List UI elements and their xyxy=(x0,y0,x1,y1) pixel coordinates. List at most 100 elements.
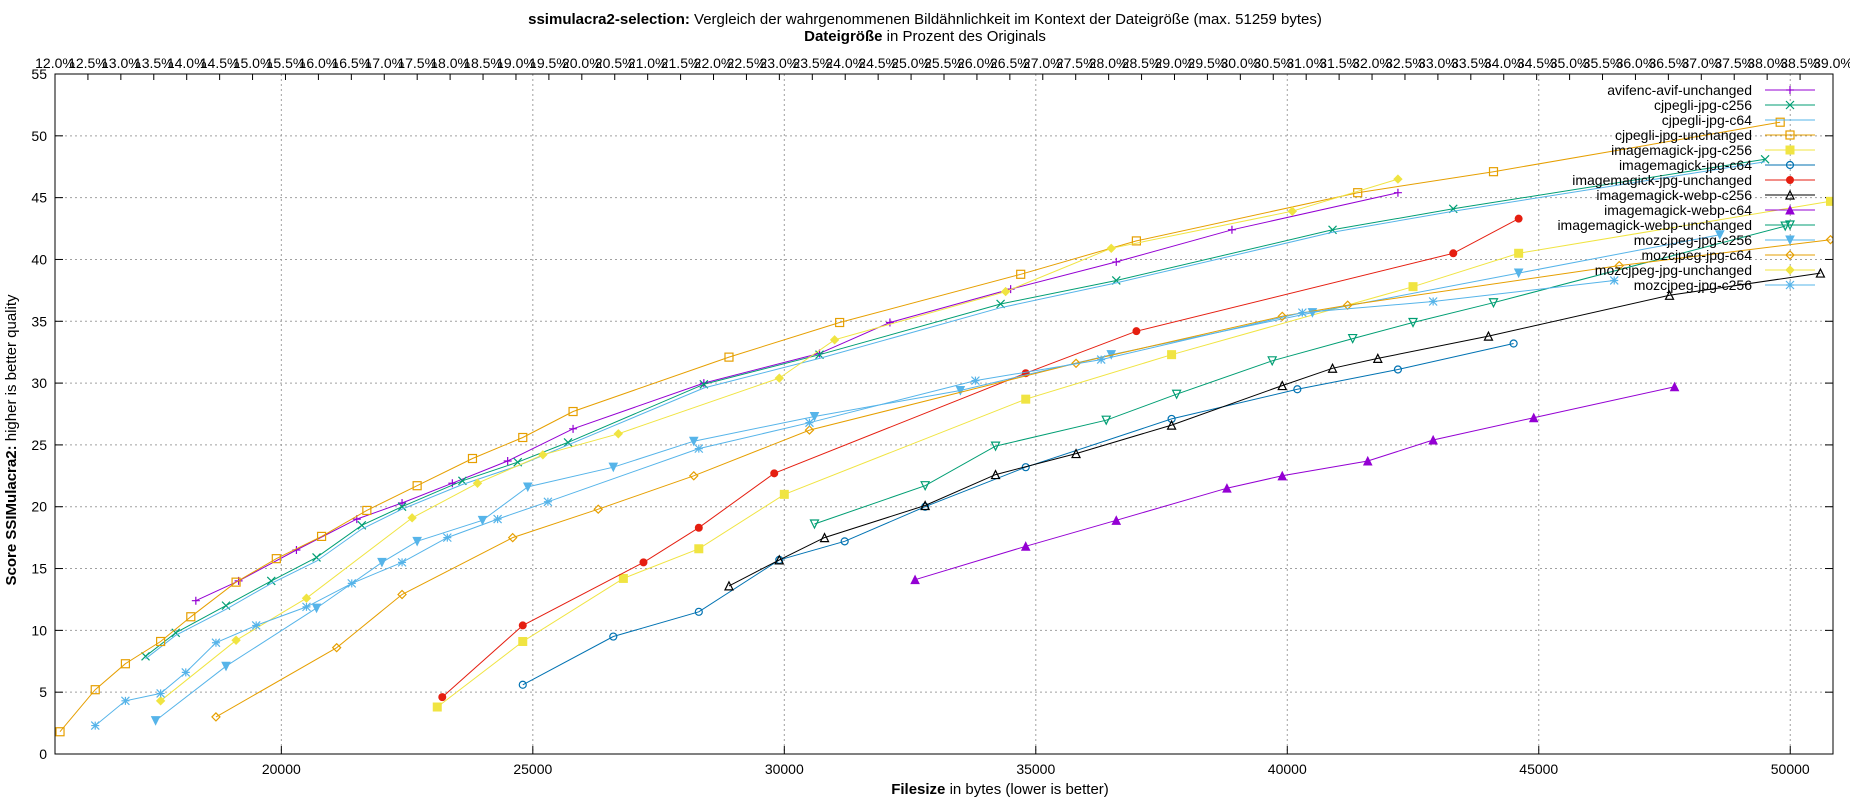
x2-tick-label: 23.5% xyxy=(792,55,832,71)
data-point xyxy=(1786,176,1794,184)
data-point xyxy=(221,601,231,611)
data-point xyxy=(1021,394,1031,404)
data-point xyxy=(503,456,512,465)
data-point xyxy=(1096,355,1106,365)
y-axis-ticks: 0 5 10 15 20 25 30 35 40 45 50 55 xyxy=(31,66,1833,762)
x-tick-label: 50000 xyxy=(1771,761,1810,777)
data-point xyxy=(688,436,699,447)
y-tick-label: 25 xyxy=(31,437,47,453)
data-point xyxy=(1514,248,1524,258)
y-tick-label: 55 xyxy=(31,66,47,82)
data-point xyxy=(1428,297,1438,306)
data-point xyxy=(1297,308,1307,318)
x2-tick-label: 14.5% xyxy=(200,55,240,71)
data-point xyxy=(1071,358,1081,369)
x2-tick-label: 35.5% xyxy=(1583,55,1623,71)
data-point xyxy=(211,712,221,722)
data-point xyxy=(1393,174,1403,184)
data-point xyxy=(493,514,503,524)
x2-tick-label: 17.0% xyxy=(364,55,404,71)
data-point xyxy=(347,578,357,588)
x2-tick-label: 27.5% xyxy=(1056,55,1096,71)
series-mozcjpeg-jpg-unchanged xyxy=(155,174,1403,706)
data-point xyxy=(971,376,980,386)
data-point xyxy=(1327,362,1338,373)
series-line xyxy=(195,192,1399,602)
data-point xyxy=(1780,221,1791,232)
data-point xyxy=(397,502,407,512)
data-point xyxy=(398,499,407,508)
data-point xyxy=(1166,419,1177,430)
data-point xyxy=(1277,311,1288,322)
data-point xyxy=(1111,515,1122,525)
data-point xyxy=(618,573,628,583)
x2-tick-label: 26.0% xyxy=(957,55,997,71)
x2-tick-label: 38.0% xyxy=(1747,55,1787,71)
series-line xyxy=(155,234,1720,721)
data-point xyxy=(1112,257,1121,266)
data-point xyxy=(181,667,191,677)
y-axis-label: Score SSIMulacra2: higher is better qual… xyxy=(3,294,20,585)
data-point xyxy=(1227,225,1236,234)
data-point xyxy=(448,479,457,488)
data-point xyxy=(432,702,442,712)
x-tick-label: 45000 xyxy=(1519,761,1558,777)
data-point xyxy=(1488,298,1499,309)
x2-tick-label: 20.5% xyxy=(595,55,635,71)
y-tick-label: 10 xyxy=(31,622,47,638)
legend-label: avifenc-avif-unchanged xyxy=(1607,82,1752,98)
data-point xyxy=(910,574,920,585)
data-point xyxy=(1785,250,1795,260)
data-point xyxy=(774,373,784,383)
data-point xyxy=(1825,234,1833,245)
legend-label: mozcjpeg-jpg-c64 xyxy=(1642,247,1753,263)
data-point xyxy=(55,727,65,737)
series-imagemagick-jpg-unchanged xyxy=(438,214,1523,702)
y-tick-label: 50 xyxy=(31,128,47,144)
data-point xyxy=(568,406,578,417)
data-point xyxy=(1785,235,1795,246)
x-tick-label: 20000 xyxy=(262,761,301,777)
x2-tick-label: 23.0% xyxy=(760,55,800,71)
data-point xyxy=(1785,204,1795,215)
data-point xyxy=(1513,268,1524,279)
x2-tick-label: 35.0% xyxy=(1550,55,1590,71)
y-tick-label: 40 xyxy=(31,251,47,267)
data-point xyxy=(805,418,814,428)
y-tick-label: 0 xyxy=(39,746,47,762)
data-point xyxy=(593,504,604,515)
data-point xyxy=(155,696,166,706)
data-point xyxy=(331,642,342,653)
series-line xyxy=(814,225,1786,525)
data-point xyxy=(1071,448,1082,459)
series-group xyxy=(55,117,1833,737)
data-point xyxy=(543,497,553,507)
grid-lines xyxy=(55,74,1833,754)
data-point xyxy=(231,577,241,587)
data-point xyxy=(779,489,789,499)
series-line xyxy=(145,158,1766,657)
data-point xyxy=(990,469,1001,480)
data-point xyxy=(1167,350,1177,360)
data-point xyxy=(804,425,815,435)
data-point xyxy=(311,603,322,614)
data-point xyxy=(613,429,624,439)
data-point xyxy=(312,552,321,562)
x2-tick-label: 14.0% xyxy=(167,55,207,71)
x2-tick-label: 12.5% xyxy=(68,55,108,71)
x2-tick-label: 12.0% xyxy=(35,55,75,71)
data-point xyxy=(885,318,894,327)
data-point xyxy=(1614,260,1625,271)
series-line xyxy=(215,239,1831,718)
data-point xyxy=(639,558,648,567)
series-line xyxy=(728,272,1821,587)
x2-tick-label: 25.5% xyxy=(924,55,964,71)
data-point xyxy=(518,621,527,630)
data-point xyxy=(694,544,704,554)
series-cjpegli-jpg-unchanged xyxy=(55,117,1785,737)
legend: avifenc-avif-unchangedcjpegli-jpg-c256cj… xyxy=(1557,82,1815,293)
data-point xyxy=(1775,117,1785,127)
x2-tick-label: 15.0% xyxy=(233,55,273,71)
data-point xyxy=(809,411,820,422)
